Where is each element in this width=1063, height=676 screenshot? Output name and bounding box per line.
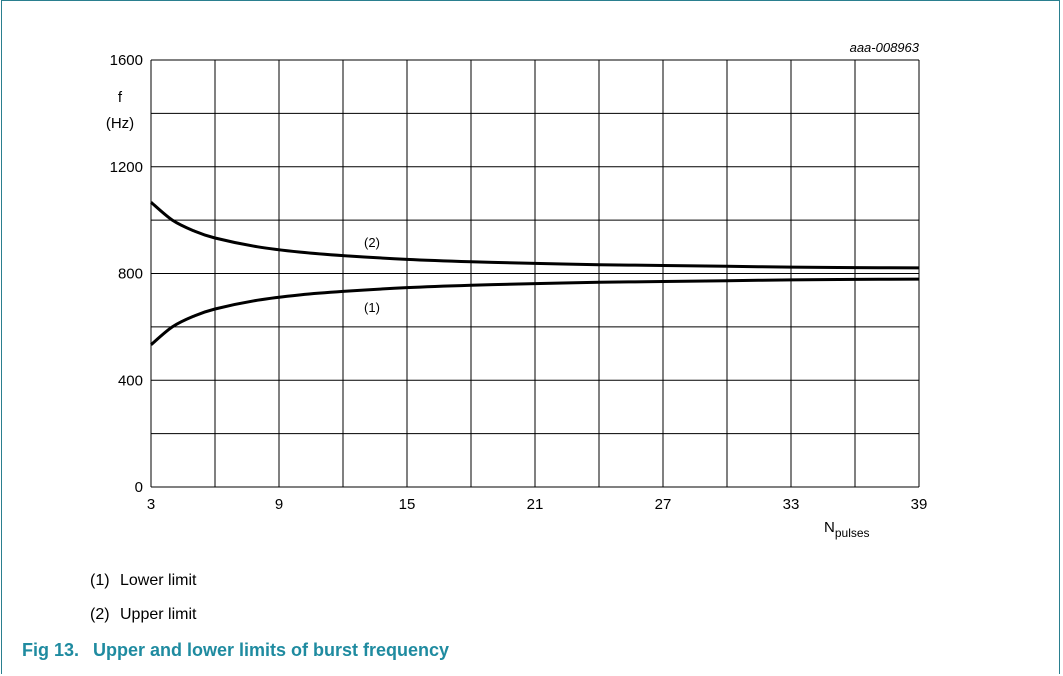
x-tick-label: 27 (655, 496, 672, 513)
labels: 3 9 15 21 27 33 39040080012001600f(Hz)Npulsesa… (106, 40, 928, 540)
x-axis-label: Npulses (824, 519, 870, 540)
legend-num-1: (1) (90, 572, 110, 589)
x-tick-label: 3 (147, 496, 155, 513)
x-tick-label: 39 (911, 496, 928, 513)
y-axis-unit: (Hz) (106, 115, 134, 132)
series-line-1 (150, 277, 920, 346)
series-label-1: (1) (364, 300, 380, 315)
series-line-2 (150, 201, 920, 270)
figure-caption: Fig 13. Upper and lower limits of burst f… (22, 640, 449, 661)
x-axis-label-subscript: pulses (835, 526, 870, 540)
y-tick-label: 1200 (110, 159, 143, 176)
series-label-2: (2) (364, 235, 380, 250)
x-tick-label: 21 (527, 496, 544, 513)
x-tick-label: 33 (783, 496, 800, 513)
caption-fig-number: Fig 13. (22, 640, 80, 660)
chart: 3 9 15 21 27 33 39040080012001600f(Hz)Npulsesa… (106, 40, 928, 540)
legend-label-2: Upper limit (120, 606, 197, 623)
y-tick-label: 400 (118, 372, 143, 389)
curves (150, 201, 920, 346)
legend-item-2: (2) Upper limit (90, 606, 196, 624)
y-axis-label: f (118, 89, 123, 106)
y-tick-label: 800 (118, 266, 143, 283)
x-tick-label: 9 (275, 496, 283, 513)
caption-text: Upper and lower limits of burst frequenc… (93, 640, 450, 660)
legend-label-1: Lower limit (120, 572, 197, 589)
figure-id: aaa-008963 (850, 40, 920, 55)
legend-num-2: (2) (90, 606, 110, 623)
legend-item-1: (1) Lower limit (90, 572, 196, 590)
y-tick-label: 1600 (110, 52, 143, 69)
grid (150, 59, 920, 488)
x-tick-label: 15 (399, 496, 416, 513)
y-tick-label: 0 (135, 479, 143, 496)
